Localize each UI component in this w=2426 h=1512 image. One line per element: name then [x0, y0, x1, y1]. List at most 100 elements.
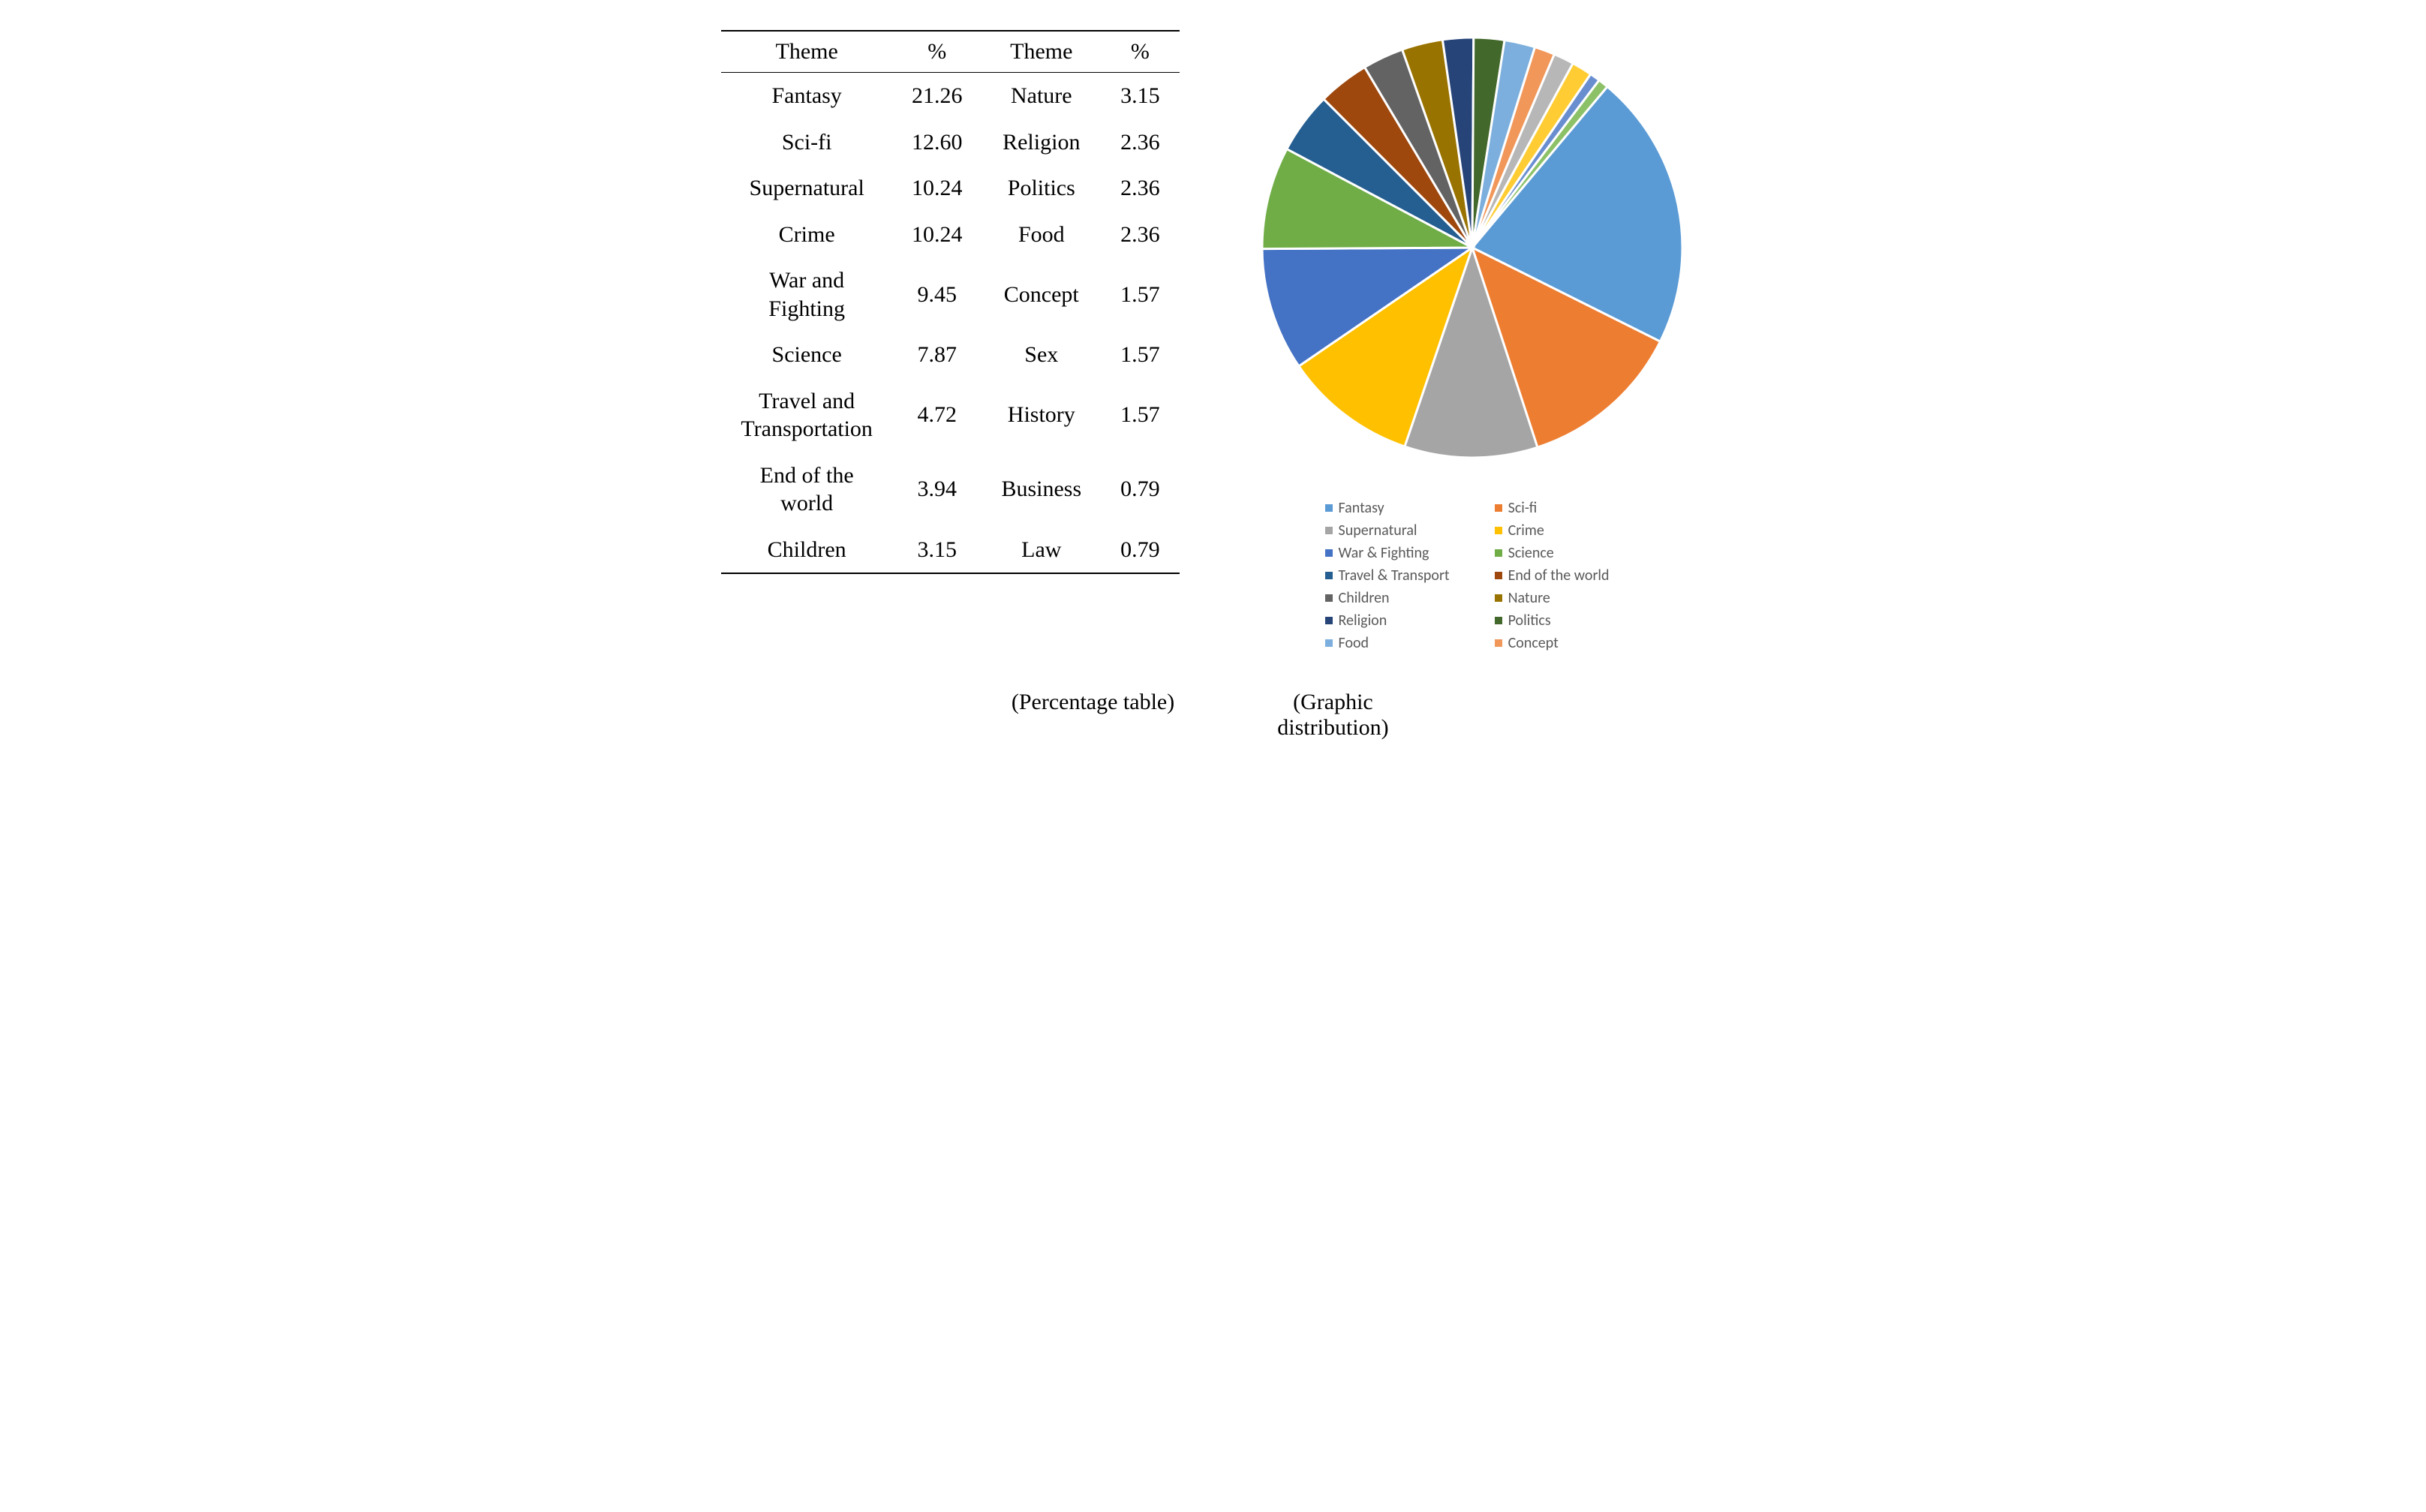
table-panel: Theme % Theme % Fantasy21.26Nature3.15Sc… — [721, 30, 1179, 574]
table-header: Theme — [721, 31, 892, 73]
table-cell: War andFighting — [721, 257, 892, 332]
legend-label: Concept — [1508, 634, 1559, 652]
table-cell: 10.24 — [892, 165, 982, 212]
table-cell: 0.79 — [1101, 527, 1180, 574]
table-cell: 10.24 — [892, 212, 982, 258]
table-row: Supernatural10.24Politics2.36 — [721, 165, 1179, 212]
table-header-row: Theme % Theme % — [721, 31, 1179, 73]
table-cell: 1.57 — [1101, 332, 1180, 378]
table-cell: 2.36 — [1101, 119, 1180, 166]
legend-swatch — [1495, 527, 1502, 534]
table-header: % — [892, 31, 982, 73]
legend-item: Concept — [1495, 634, 1619, 652]
table-row: Children3.15Law0.79 — [721, 527, 1179, 574]
legend-item: Travel & Transport — [1325, 567, 1450, 585]
table-cell: Law — [982, 527, 1101, 574]
table-cell: Business — [982, 452, 1101, 527]
table-cell: 7.87 — [892, 332, 982, 378]
legend-label: End of the world — [1508, 567, 1610, 585]
table-cell: 3.15 — [892, 527, 982, 574]
table-cell: 9.45 — [892, 257, 982, 332]
table-row: War andFighting9.45Concept1.57 — [721, 257, 1179, 332]
legend-label: Supernatural — [1339, 522, 1417, 540]
table-cell: History — [982, 378, 1101, 452]
table-cell: Sex — [982, 332, 1101, 378]
legend-item: Fantasy — [1325, 499, 1450, 517]
legend-swatch — [1325, 572, 1333, 579]
table-cell: 3.94 — [892, 452, 982, 527]
legend-label: Science — [1508, 544, 1554, 562]
table-cell: Sci-fi — [721, 119, 892, 166]
table-cell: 1.57 — [1101, 257, 1180, 332]
legend-swatch — [1495, 572, 1502, 579]
table-cell: Supernatural — [721, 165, 892, 212]
legend-swatch — [1495, 549, 1502, 557]
table-cell: 0.79 — [1101, 452, 1180, 527]
table-row: Crime10.24Food2.36 — [721, 212, 1179, 258]
legend-item: Nature — [1495, 589, 1619, 607]
table-cell: 4.72 — [892, 378, 982, 452]
chart-panel: Fantasy Sci-fi Supernatural Crime War & Figh… — [1240, 30, 1705, 652]
legend-swatch — [1325, 617, 1333, 624]
figure-container: Theme % Theme % Fantasy21.26Nature3.15Sc… — [721, 30, 1704, 652]
table-cell: 2.36 — [1101, 212, 1180, 258]
table-row: Science7.87Sex1.57 — [721, 332, 1179, 378]
table-cell: Fantasy — [721, 73, 892, 119]
legend-swatch — [1495, 639, 1502, 647]
table-cell: Religion — [982, 119, 1101, 166]
legend-item: End of the world — [1495, 567, 1619, 585]
legend-swatch — [1325, 527, 1333, 534]
legend-label: War & Fighting — [1339, 544, 1429, 562]
table-cell: Crime — [721, 212, 892, 258]
legend-label: Travel & Transport — [1339, 567, 1450, 585]
table-cell: Concept — [982, 257, 1101, 332]
table-row: Travel andTransportation4.72History1.57 — [721, 378, 1179, 452]
legend-swatch — [1325, 639, 1333, 647]
table-row: Sci-fi12.60Religion2.36 — [721, 119, 1179, 166]
table-header: % — [1101, 31, 1180, 73]
table-cell: End of theworld — [721, 452, 892, 527]
legend-label: Crime — [1508, 522, 1544, 540]
table-cell: Nature — [982, 73, 1101, 119]
legend-item: War & Fighting — [1325, 544, 1450, 562]
legend-label: Fantasy — [1339, 499, 1384, 517]
legend-label: Children — [1339, 589, 1390, 607]
legend-item: Sci-fi — [1495, 499, 1619, 517]
legend-item: Crime — [1495, 522, 1619, 540]
table-cell: Travel andTransportation — [721, 378, 892, 452]
table-cell: Children — [721, 527, 892, 574]
legend-swatch — [1495, 504, 1502, 512]
legend-label: Nature — [1508, 589, 1550, 607]
table-header: Theme — [982, 31, 1101, 73]
legend-swatch — [1495, 594, 1502, 602]
pie-chart — [1240, 30, 1705, 476]
legend-item: Science — [1495, 544, 1619, 562]
left-caption: (Percentage table) — [1003, 690, 1183, 741]
table-cell: 12.60 — [892, 119, 982, 166]
table-row: End of theworld3.94Business0.79 — [721, 452, 1179, 527]
legend-swatch — [1495, 617, 1502, 624]
legend-label: Sci-fi — [1508, 499, 1538, 517]
legend-item: Food — [1325, 634, 1450, 652]
legend-swatch — [1325, 594, 1333, 602]
table-row: Fantasy21.26Nature3.15 — [721, 73, 1179, 119]
legend-item: Children — [1325, 589, 1450, 607]
right-caption: (Graphic distribution) — [1243, 690, 1423, 741]
legend-swatch — [1325, 549, 1333, 557]
table-cell: 1.57 — [1101, 378, 1180, 452]
table-cell: 21.26 — [892, 73, 982, 119]
table-cell: Politics — [982, 165, 1101, 212]
percentage-table: Theme % Theme % Fantasy21.26Nature3.15Sc… — [721, 30, 1179, 574]
table-cell: Food — [982, 212, 1101, 258]
legend-item: Politics — [1495, 612, 1619, 630]
legend-swatch — [1325, 504, 1333, 512]
pie-legend: Fantasy Sci-fi Supernatural Crime War & Figh… — [1310, 499, 1634, 652]
legend-item: Religion — [1325, 612, 1450, 630]
legend-label: Religion — [1339, 612, 1387, 630]
legend-label: Food — [1339, 634, 1369, 652]
table-cell: Science — [721, 332, 892, 378]
table-cell: 2.36 — [1101, 165, 1180, 212]
legend-item: Supernatural — [1325, 522, 1450, 540]
legend-label: Politics — [1508, 612, 1551, 630]
caption-row: (Percentage table) (Graphic distribution… — [1003, 690, 1423, 741]
